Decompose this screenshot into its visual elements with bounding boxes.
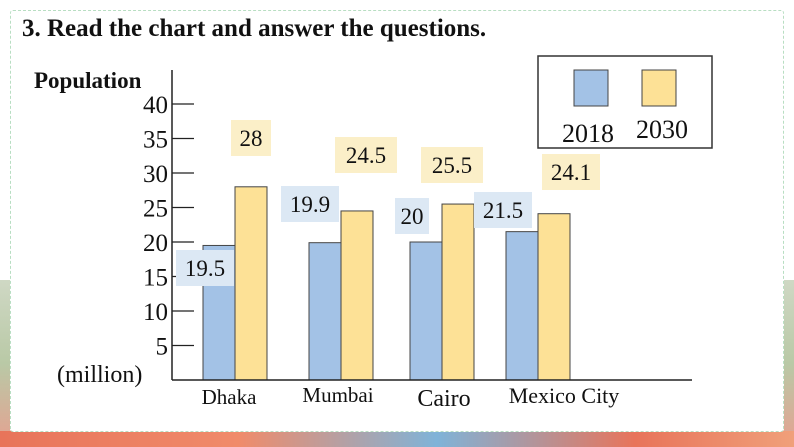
data-label-2018-cairo: 20 (401, 204, 424, 229)
data-label-2018-mumbai: 19.9 (290, 192, 330, 217)
data-label-2030-dhaka: 28 (240, 126, 263, 151)
y-axis-unit-label: (million) (57, 362, 142, 388)
data-label-2030-cairo: 25.5 (432, 153, 472, 178)
legend-box (537, 55, 713, 149)
bottom-edge-decoration (0, 431, 794, 447)
data-label-2018-mexico-city: 21.5 (483, 198, 523, 223)
data-label-2018-dhaka: 19.5 (185, 256, 225, 281)
x-category-label: Mumbai (302, 383, 373, 407)
y-tick-label: 20 (143, 230, 168, 257)
data-label-bg-2018 (176, 250, 234, 286)
x-category-label: Dhaka (202, 385, 257, 409)
bar-2030-cairo (441, 203, 475, 381)
bar-2018-cairo (409, 241, 443, 381)
data-label-bg-2018 (395, 198, 429, 234)
y-tick-label: 15 (143, 265, 168, 292)
y-tick-label: 40 (143, 92, 168, 119)
y-tick-label: 25 (143, 196, 168, 223)
x-category-label: Mexico City (509, 383, 620, 408)
legend-label-2018: 2018 (562, 119, 614, 148)
data-label-bg-2030 (421, 147, 483, 183)
y-tick-label: 10 (143, 299, 168, 326)
y-tick-label: 30 (143, 161, 168, 188)
y-tick-label: 35 (143, 127, 168, 154)
bar-2030-mexico-city (537, 213, 571, 381)
bar-2030-mumbai (340, 210, 374, 381)
bar-2018-mexico-city (505, 231, 539, 381)
bar-2030-dhaka (234, 186, 268, 381)
legend-swatch-2030 (641, 69, 677, 107)
data-label-bg-2030 (231, 120, 271, 156)
data-label-bg-2030 (335, 137, 397, 173)
legend-label-2030: 2030 (636, 115, 688, 144)
data-label-bg-2018 (281, 186, 339, 222)
question-heading: 3. Read the chart and answer the questio… (22, 15, 487, 42)
y-tick-label: 5 (156, 334, 169, 361)
data-label-2030-mumbai: 24.5 (346, 143, 386, 168)
data-label-bg-2030 (542, 154, 600, 190)
data-label-bg-2018 (474, 192, 532, 228)
bar-2018-mumbai (308, 242, 342, 381)
y-axis-title: Population (34, 68, 142, 93)
x-category-label: Cairo (417, 386, 470, 412)
data-label-2030-mexico-city: 24.1 (551, 160, 591, 185)
legend-swatch-2018 (573, 69, 609, 107)
